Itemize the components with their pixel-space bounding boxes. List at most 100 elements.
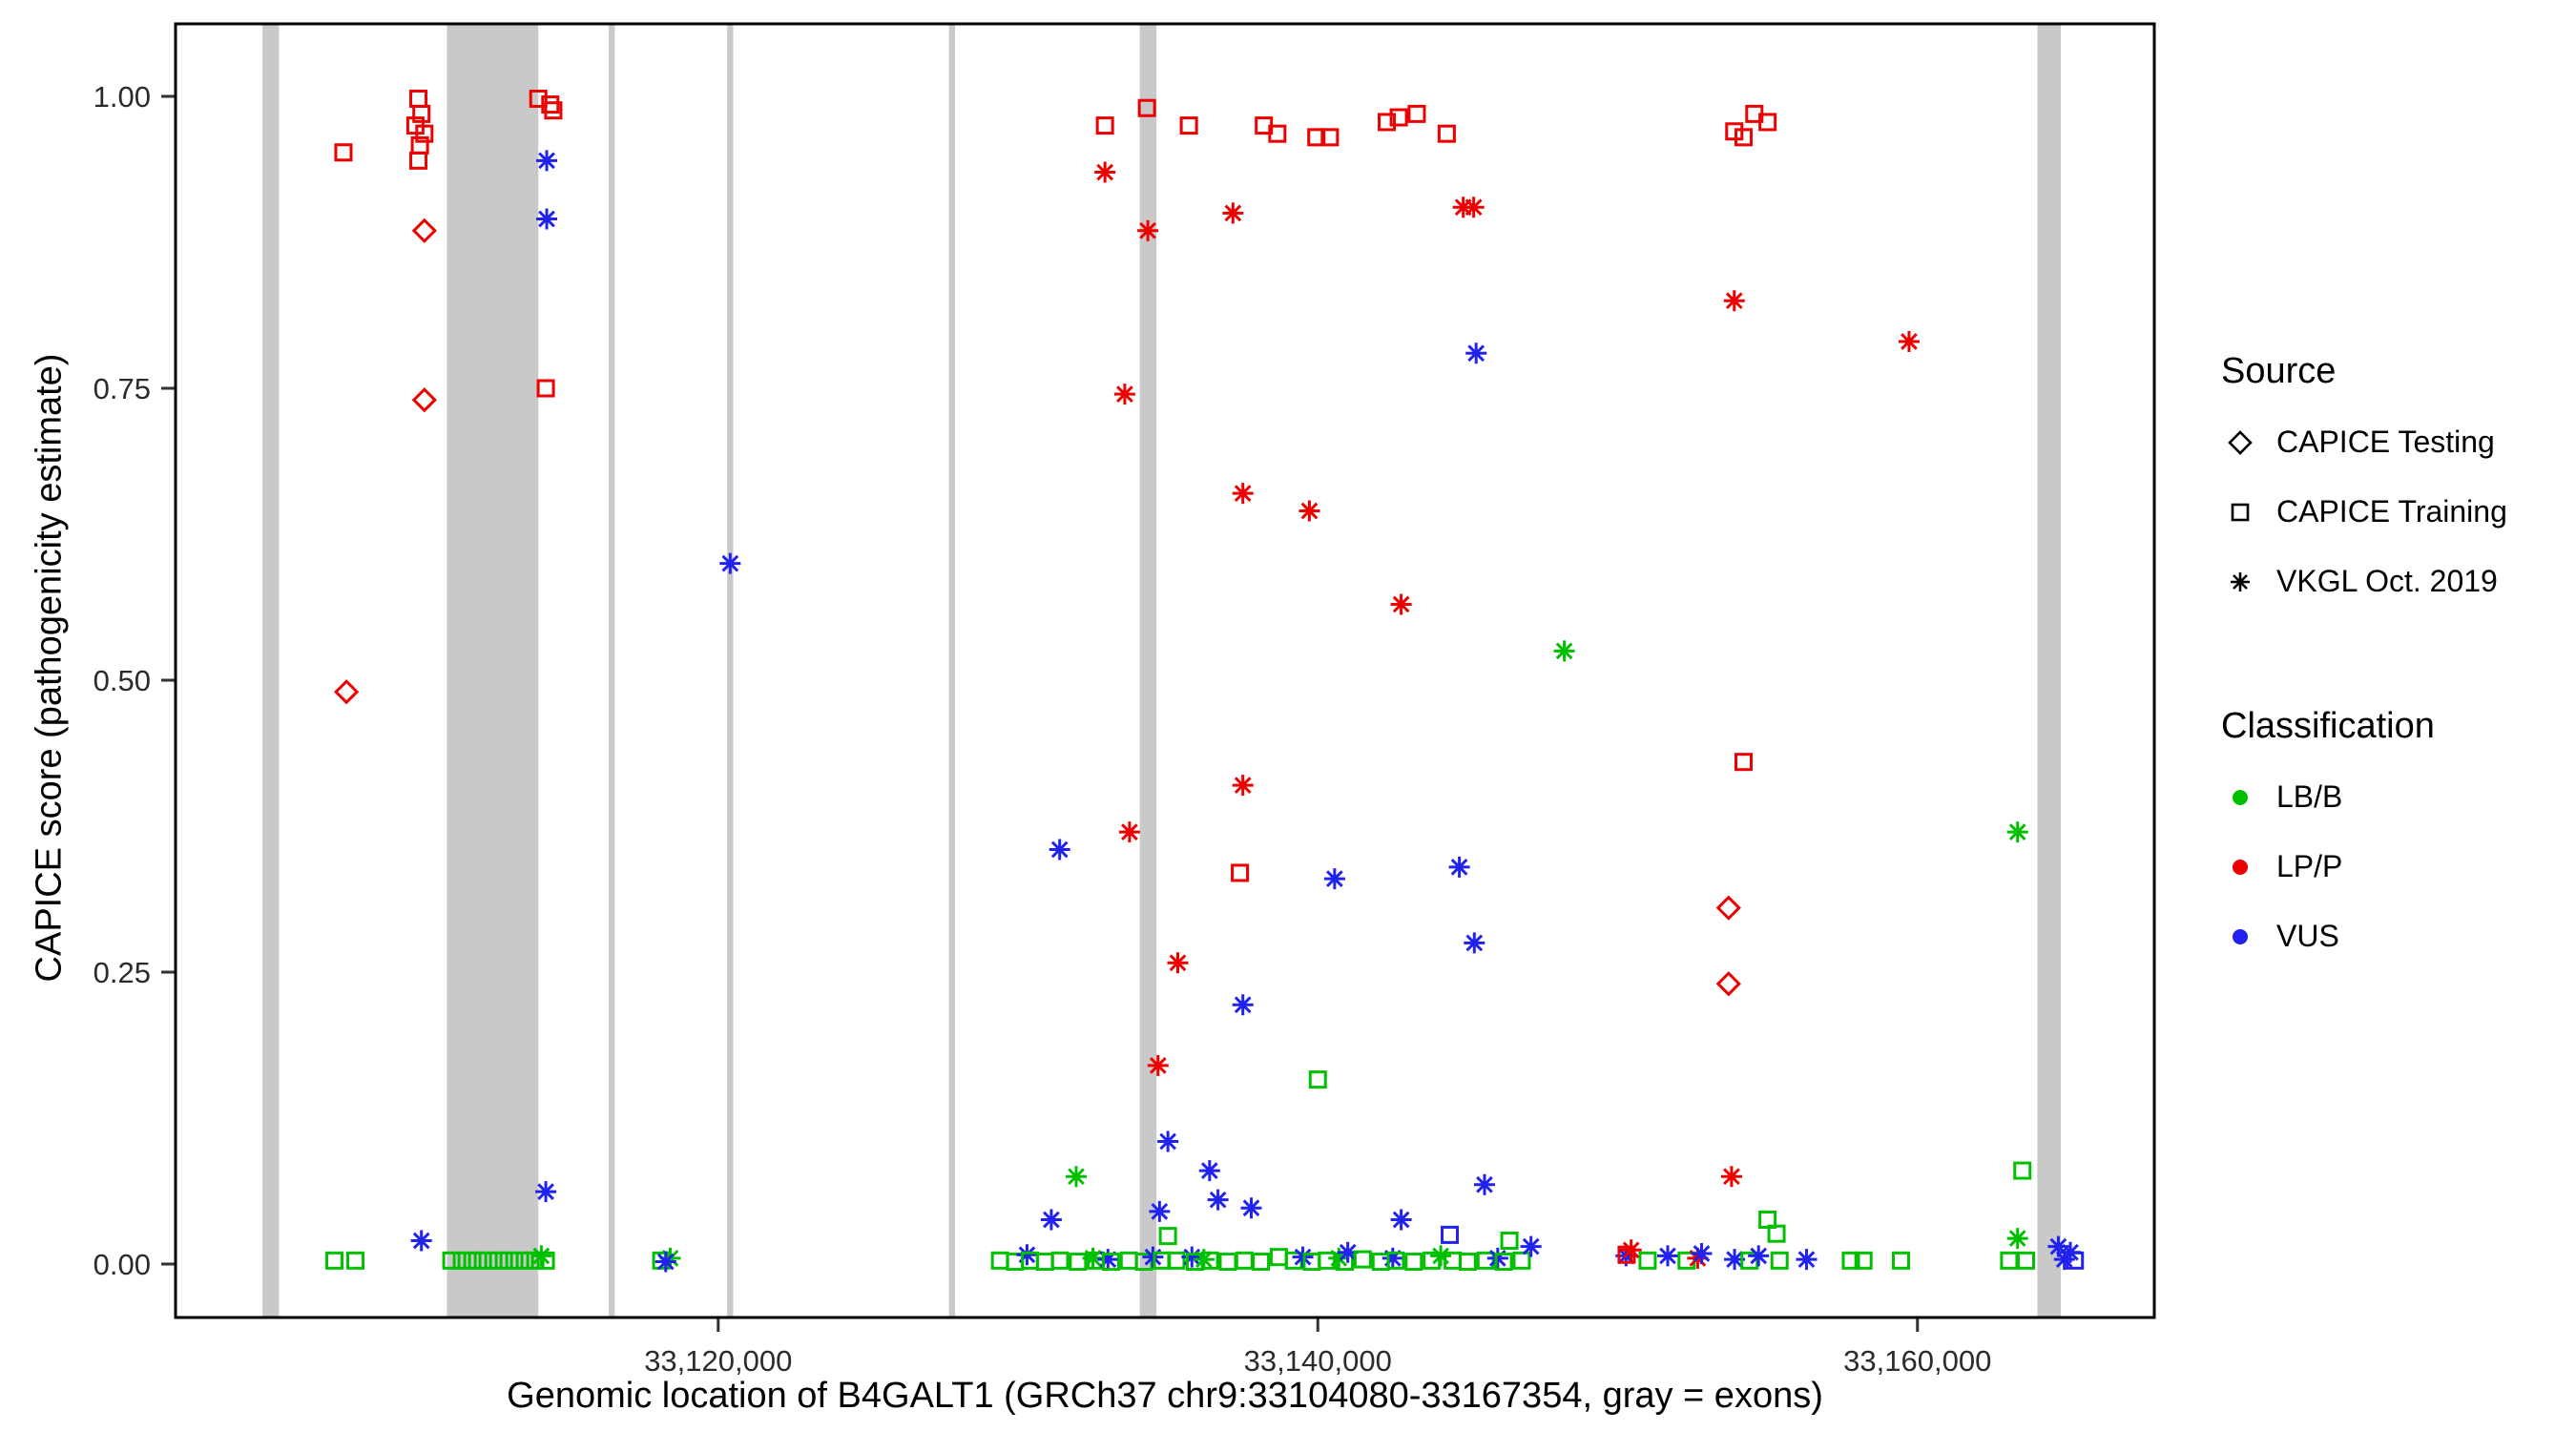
data-point: [1167, 1251, 1186, 1270]
data-point: [1231, 863, 1250, 882]
exon-band: [447, 24, 539, 1317]
data-point: [1448, 856, 1470, 878]
data-point: [1269, 1248, 1288, 1267]
legend-label-lbb: LB/B: [2276, 779, 2343, 814]
open-diamond-icon: [2228, 429, 2253, 455]
legend-item-lpp: LP/P: [2221, 832, 2435, 902]
data-point: [1465, 342, 1487, 364]
data-point: [473, 1251, 492, 1270]
data-point: [333, 679, 360, 705]
data-point: [1715, 971, 1741, 997]
legend-item-capice-testing: CAPICE Testing: [2221, 407, 2507, 477]
data-point: [1207, 1189, 1229, 1211]
data-point: [409, 89, 428, 108]
data-point: [1240, 1197, 1262, 1219]
y-tick-label: 0.00: [93, 1248, 151, 1281]
data-point: [452, 1251, 471, 1270]
data-point: [1050, 1251, 1070, 1270]
asterisk-icon: [2231, 571, 2250, 591]
vus-color-dot-icon: [2233, 928, 2248, 944]
x-axis-title: Genomic location of B4GALT1 (GRCh37 chr9…: [507, 1376, 1823, 1416]
data-point: [541, 95, 560, 114]
data-point: [1218, 1253, 1237, 1272]
y-axis-title: CAPICE score (pathogenicity estimate): [29, 353, 70, 983]
exon-band: [1139, 24, 1157, 1317]
data-point: [1307, 128, 1326, 147]
data-point: [463, 1251, 482, 1270]
data-point: [1378, 113, 1397, 132]
y-tick-label: 0.25: [93, 956, 151, 989]
data-point: [346, 1251, 365, 1270]
data-point: [1494, 1253, 1513, 1272]
data-point: [1337, 1241, 1359, 1263]
data-point: [1441, 1225, 1460, 1244]
data-point: [409, 151, 428, 170]
data-point: [1891, 1251, 1910, 1270]
data-point: [1725, 122, 1744, 141]
data-point: [1767, 1224, 1786, 1243]
data-point: [1500, 1232, 1519, 1251]
data-point: [1252, 1253, 1271, 1272]
data-point: [1390, 593, 1412, 615]
data-point: [2013, 1161, 2032, 1180]
data-point: [1758, 113, 1777, 132]
legend-source-group: Source CAPICE Testing CAPICE Training: [2221, 351, 2507, 616]
exon-band: [727, 24, 734, 1317]
data-point: [1158, 1227, 1177, 1246]
data-point: [1118, 821, 1140, 843]
open-square-icon: [2231, 503, 2250, 521]
y-tick-label: 1.00: [93, 80, 151, 114]
y-tick-label: 0.75: [93, 372, 151, 405]
data-point: [1232, 483, 1254, 505]
data-point: [1095, 116, 1114, 135]
data-point: [535, 1181, 557, 1203]
data-point: [2017, 1251, 2036, 1270]
legend-label-capice-training: CAPICE Training: [2276, 494, 2507, 529]
data-point: [1101, 1253, 1120, 1272]
exon-bands: [262, 24, 2061, 1317]
data-point: [1407, 104, 1426, 123]
data-point: [442, 1251, 461, 1270]
data-point: [1715, 895, 1741, 921]
data-point: [1323, 868, 1345, 890]
data-point: [2000, 1251, 2019, 1270]
data-point: [1137, 98, 1156, 117]
data-point: [1734, 128, 1753, 147]
data-point: [1520, 1235, 1542, 1257]
data-point: [1458, 1253, 1477, 1272]
data-point: [1181, 1246, 1203, 1268]
legend-item-lbb: LB/B: [2221, 762, 2435, 832]
legend-label-lpp: LP/P: [2276, 849, 2343, 883]
legend-item-capice-training: CAPICE Training: [2221, 477, 2507, 547]
data-point: [2047, 1235, 2069, 1257]
legend-label-vkgl: VKGL Oct. 2019: [2276, 564, 2498, 598]
x-tick-label: 33,140,000: [1244, 1344, 1392, 1378]
data-point: [1137, 219, 1159, 241]
lpp-color-dot-icon: [2233, 859, 2248, 875]
data-point: [1656, 1245, 1678, 1267]
data-point: [2006, 1228, 2028, 1250]
data-point: [1065, 1166, 1087, 1188]
data-point: [1638, 1251, 1657, 1270]
data-point: [1157, 1130, 1179, 1152]
axes: 33,120,000 33,140,000 33,160,000 0.00 0.25 0.…: [93, 80, 1992, 1378]
data-point: [1035, 1253, 1054, 1272]
data-point: [1720, 1166, 1742, 1188]
data-point: [325, 1251, 344, 1270]
data-point: [1486, 1247, 1508, 1269]
data-point: [1113, 384, 1135, 405]
data-point: [1691, 1242, 1713, 1264]
data-point: [536, 379, 555, 398]
data-point: [1463, 197, 1485, 218]
data-point: [1353, 1250, 1372, 1269]
data-point: [1404, 1253, 1423, 1272]
data-point: [1016, 1244, 1038, 1266]
x-tick-label: 33,160,000: [1843, 1344, 1991, 1378]
data-point: [1390, 1209, 1412, 1231]
data-point: [1097, 1249, 1119, 1271]
data-point: [1200, 1251, 1219, 1270]
data-point: [1723, 290, 1745, 312]
exon-band: [948, 24, 956, 1317]
data-point: [1232, 775, 1254, 797]
